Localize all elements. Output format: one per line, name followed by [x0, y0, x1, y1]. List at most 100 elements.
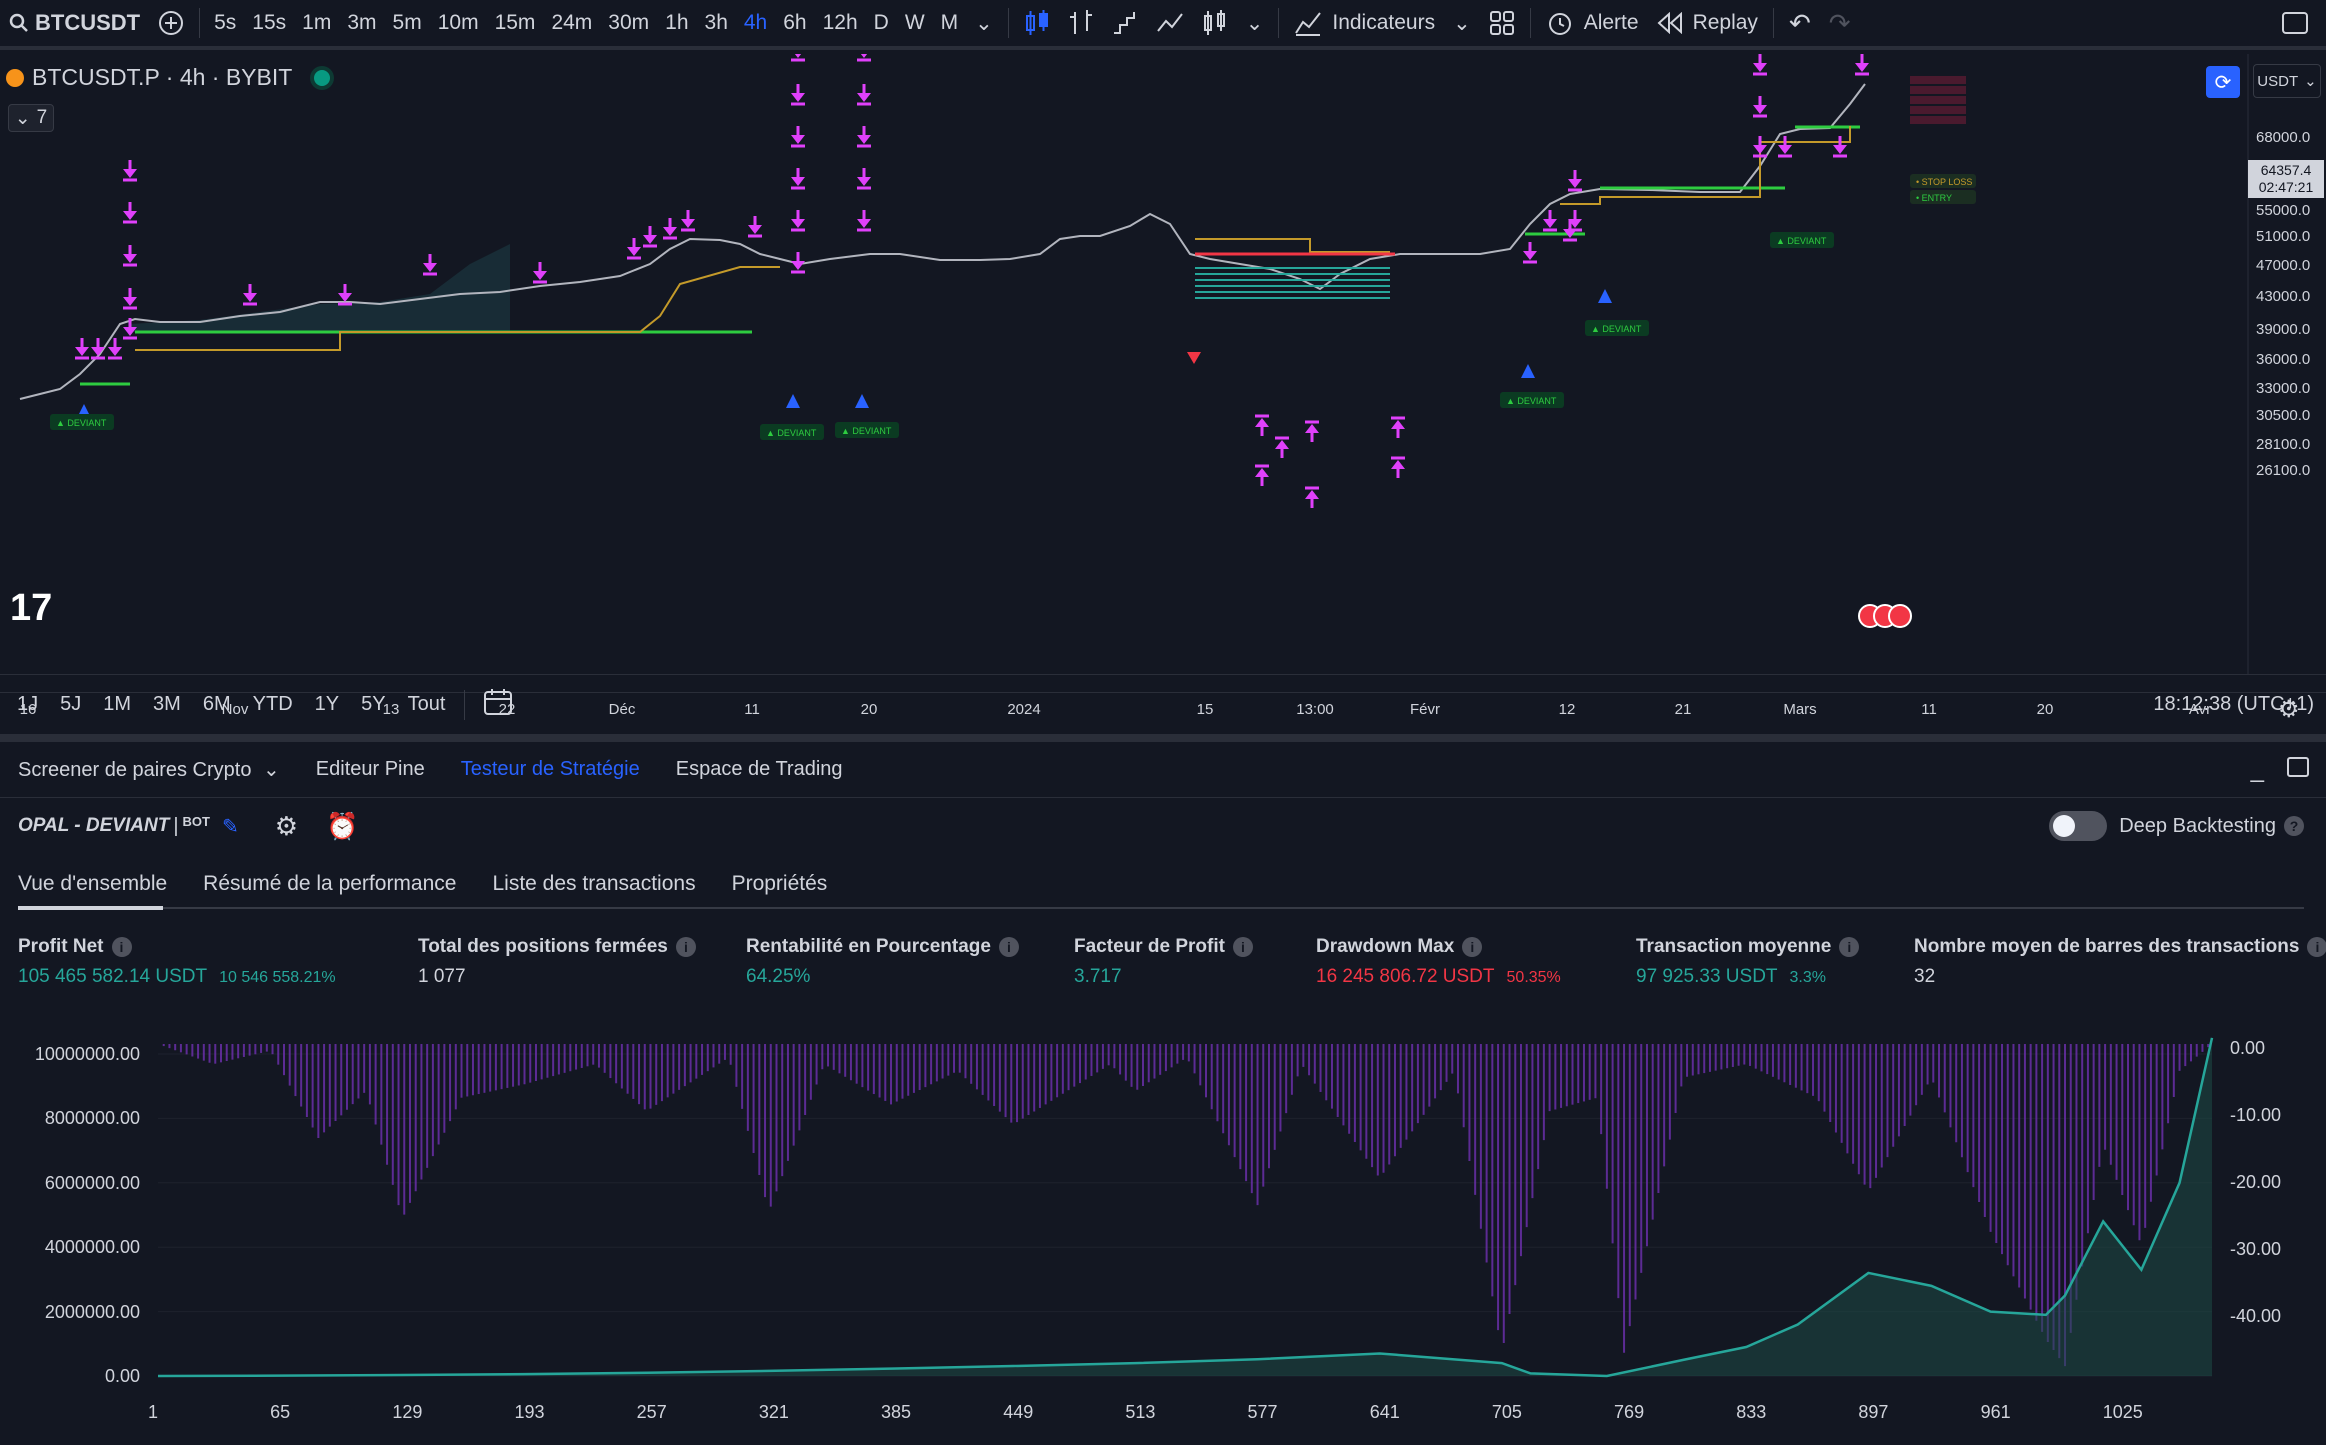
subtab-overview[interactable]: Vue d'ensemble: [18, 872, 168, 895]
interval-15s[interactable]: 15s: [252, 11, 287, 34]
interval-list: 5s 15s 1m 3m 5m 10m 15m 24m 30m 1h 3h 4h 6h 12h D W M: [206, 0, 966, 48]
sell-signal-arrow: [75, 338, 89, 360]
price-chart-canvas[interactable]: ▲ DEVIANT ▲ DEVIANT ▲ DEVIANT ▲ DEVIANT ▲ DE…: [0, 54, 2326, 674]
interval-M[interactable]: M: [940, 11, 959, 34]
label-bg: [835, 422, 899, 438]
alarm-clock-icon: [1546, 9, 1574, 37]
interval-D[interactable]: D: [873, 11, 889, 34]
range-5y[interactable]: 5Y: [361, 693, 386, 715]
range-1y[interactable]: 1Y: [314, 693, 340, 715]
strategy-alert-button[interactable]: ⏰: [326, 811, 358, 842]
replay-button[interactable]: Replay: [1648, 0, 1767, 48]
panel-divider[interactable]: [0, 734, 2326, 742]
symbol-search[interactable]: BTCUSDT: [0, 0, 149, 48]
minimize-panel-button[interactable]: _: [2235, 756, 2280, 784]
settings-gear-icon[interactable]: ⚙: [2278, 696, 2300, 723]
sell-signal-arrow: [1753, 136, 1767, 158]
arrow-head: [643, 235, 657, 244]
interval-24m[interactable]: 24m: [551, 11, 593, 34]
interval-5m[interactable]: 5m: [392, 11, 422, 34]
currency-selector[interactable]: USDT ⌄: [2253, 64, 2321, 98]
interval-6h[interactable]: 6h: [783, 11, 807, 34]
indicators-button[interactable]: Indicateurs: [1285, 0, 1444, 48]
range-tout[interactable]: Tout: [407, 693, 446, 715]
maximize-panel-button[interactable]: [2280, 756, 2326, 784]
metric-label: Nombre moyen de barres des transactions: [1914, 936, 2300, 957]
interval-12h[interactable]: 12h: [822, 11, 858, 34]
equity-chart[interactable]: 10000000.00 8000000.00 6000000.00 4000000.0…: [0, 1010, 2326, 1440]
equity-axis-label: 0.00: [104, 1366, 140, 1386]
time-label: 11: [744, 701, 760, 718]
info-icon[interactable]: i: [111, 937, 132, 957]
metric-value: 64.25%: [746, 966, 811, 987]
price-chart[interactable]: ▲ DEVIANT ▲ DEVIANT ▲ DEVIANT ▲ DEVIANT ▲ DE…: [0, 54, 2326, 723]
equity-chart-canvas[interactable]: [0, 1010, 2326, 1440]
info-icon[interactable]: i: [675, 937, 696, 957]
indicators-collapse-button[interactable]: ⌄ 7: [8, 104, 54, 132]
range-1j[interactable]: 1J: [17, 693, 39, 715]
subtab-properties[interactable]: Propriétés: [731, 872, 828, 895]
step-line-icon: [1112, 9, 1138, 37]
interval-15m[interactable]: 15m: [494, 11, 536, 34]
subtab-performance[interactable]: Résumé de la performance: [203, 872, 457, 895]
layouts-button[interactable]: [1480, 0, 1524, 48]
interval-W[interactable]: W: [904, 11, 925, 34]
redo-button[interactable]: ↷: [1820, 0, 1860, 48]
tab-pine-editor[interactable]: Editeur Pine: [298, 758, 443, 781]
interval-30m[interactable]: 30m: [608, 11, 650, 34]
step-line-button[interactable]: [1103, 0, 1147, 48]
info-icon[interactable]: i: [1839, 937, 1860, 957]
deep-backtesting-toggle[interactable]: [2049, 811, 2108, 841]
interval-4h[interactable]: 4h: [743, 11, 768, 34]
price-level-label: 39000.0: [2256, 321, 2311, 338]
heikin-button[interactable]: [1193, 0, 1237, 48]
tab-screener[interactable]: Screener de paires Crypto ⌄: [0, 757, 298, 782]
range-6m[interactable]: 6M: [202, 693, 231, 715]
fullscreen-button[interactable]: [2272, 0, 2318, 48]
timezone-clock[interactable]: 18:12:38 (UTC+1): [2153, 693, 2314, 715]
arrow-head: [243, 293, 257, 302]
interval-1h[interactable]: 1h: [665, 11, 689, 34]
metric-avg-trade: Transaction moyenne i 97 925.33 USDT 3.3%: [1636, 936, 1860, 988]
range-5j[interactable]: 5J: [60, 693, 82, 715]
time-axis[interactable]: 16 Nov 13 22 Déc 11 20 2024 15 13:00 Févr 12 21 Mars 1…: [0, 692, 2326, 728]
compare-button[interactable]: [149, 0, 193, 48]
sell-signal-arrow: [123, 288, 137, 310]
interval-3m[interactable]: 3m: [347, 11, 377, 34]
line-style-button[interactable]: [1147, 0, 1193, 48]
candle-style-button[interactable]: [1015, 0, 1059, 48]
subtab-trades-list[interactable]: Liste des transactions: [492, 872, 696, 895]
label-text: • STOP LOSS: [1916, 177, 1972, 187]
tab-trading-panel[interactable]: Espace de Trading: [658, 758, 861, 781]
strategy-settings-button[interactable]: ⚙: [275, 811, 298, 842]
divider: [1007, 8, 1009, 38]
info-icon[interactable]: i: [1462, 937, 1483, 957]
time-label: 12: [1558, 701, 1576, 718]
interval-10m[interactable]: 10m: [437, 11, 479, 34]
equity-axis-label: 10000000.00: [34, 1044, 140, 1064]
range-3m[interactable]: 3M: [153, 693, 181, 715]
info-icon[interactable]: i: [1232, 937, 1253, 957]
tab-strategy-tester[interactable]: Testeur de Stratégie: [443, 758, 658, 781]
info-icon[interactable]: i: [998, 937, 1019, 957]
alert-button[interactable]: Alerte: [1537, 0, 1648, 48]
interval-1m[interactable]: 1m: [302, 11, 332, 34]
strategy-header: OPAL - DEVIANT | BOT ✎ ⚙ ⏰ Deep Backtest…: [0, 800, 2326, 852]
range-ytd[interactable]: YTD: [252, 693, 293, 715]
strategy-name[interactable]: OPAL - DEVIANT | BOT ✎: [0, 814, 239, 839]
interval-5s[interactable]: 5s: [214, 11, 237, 34]
goto-date-button[interactable]: [473, 688, 523, 722]
interval-3h[interactable]: 3h: [704, 11, 728, 34]
info-icon[interactable]: i: [2307, 937, 2326, 957]
range-1m[interactable]: 1M: [103, 693, 132, 715]
undo-button[interactable]: ↶: [1780, 0, 1820, 48]
help-icon[interactable]: ?: [2284, 816, 2304, 836]
sync-button[interactable]: ⟳: [2206, 66, 2240, 98]
indicators-dropdown[interactable]: ⌄: [1444, 0, 1480, 48]
arrow-head: [748, 225, 762, 234]
sell-signal-arrow: [338, 284, 352, 306]
calendar-icon: [483, 688, 513, 716]
bars-style-button[interactable]: [1059, 0, 1103, 48]
interval-dropdown[interactable]: ⌄: [966, 0, 1002, 48]
chart-type-dropdown[interactable]: ⌄: [1237, 0, 1273, 48]
